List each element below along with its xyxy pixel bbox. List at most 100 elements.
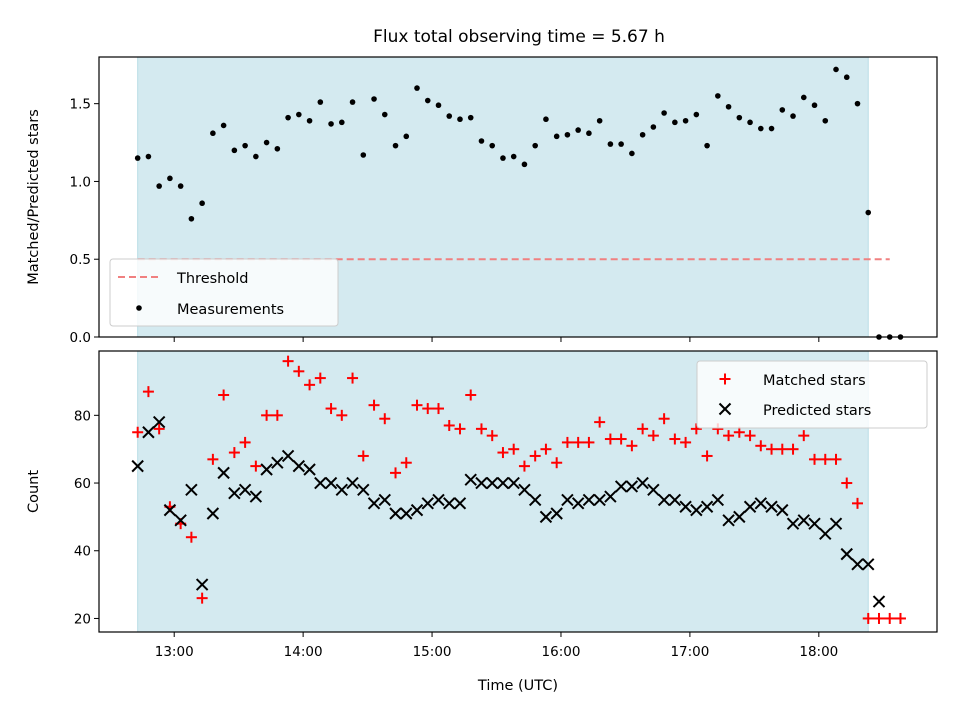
measurement-point [371,96,377,102]
predicted-point [486,476,499,490]
predicted-point [324,476,338,490]
predicted-point-b [700,500,714,513]
matched-point [551,457,563,469]
measurement-point [167,175,173,182]
predicted-point [238,483,252,497]
measurement-point [306,117,313,124]
measurement-point [467,114,474,121]
predicted-point [829,517,843,530]
matched-point [454,423,466,435]
bottom-legend-box [696,360,928,429]
legend-predicted-swatch [718,402,732,416]
predicted-point-b [679,500,692,513]
predicted-point [743,500,757,513]
predicted-point-b [786,517,800,530]
predicted-point [496,476,510,490]
matched-point [518,460,530,472]
predicted-point [582,493,596,507]
predicted-point [539,510,553,524]
bottom-axes-frame [98,350,938,633]
measurement-point [339,119,345,126]
predicted-point-b [851,558,864,571]
predicted-point [819,527,832,541]
measurement-point [564,131,571,138]
predicted-point-b [561,493,574,507]
predicted-point-b [550,507,563,520]
matched-point [658,413,670,425]
matched-point [647,430,659,442]
predicted-point-b [776,503,789,517]
measurement-point [575,127,581,133]
predicted-point [367,497,381,510]
predicted-point [217,466,230,480]
matched-point [809,453,821,465]
measurement-point [500,155,506,161]
legend-predicted-label: Predicted stars [763,403,871,419]
top-legend: Threshold Measurements [109,258,339,327]
predicted-point [346,476,359,490]
predicted-point [593,493,606,507]
predicted-point [410,503,424,517]
predicted-point-b [754,497,768,510]
measurement-point [758,125,764,132]
predicted-point-b [260,463,273,476]
predicted-point-b [389,507,402,520]
matched-point [594,416,606,428]
predicted-point-b [303,463,316,476]
predicted-point-b [131,459,144,473]
predicted-point [249,490,263,503]
legend-matched-label: Matched stars [763,373,866,389]
predicted-point-b [743,500,757,513]
predicted-point-b [797,514,810,527]
measurement-point [242,142,248,149]
predicted-point [776,503,789,517]
predicted-point-b [862,558,875,571]
matched-point [723,430,735,442]
bottom-ytick-label: 80 [74,408,91,424]
matched-point [604,433,616,445]
predicted-point [700,500,714,513]
matched-point [572,436,584,448]
predicted-point [131,459,144,473]
measurement-point [478,138,485,144]
predicted-point [292,459,306,473]
matched-point [819,453,831,465]
predicted-point [443,497,456,510]
predicted-point [679,500,692,513]
matched-point [669,433,681,445]
matched-point [701,450,713,462]
measurement-point [328,121,334,127]
predicted-point-b [281,449,295,463]
matched-point [637,423,649,435]
predicted-point [765,500,778,513]
predicted-point [786,517,800,530]
legend-measurements-swatch [136,305,142,311]
predicted-point [271,456,284,469]
bottom-panel: 20 40 60 80 13:00 14:00 15:00 16:00 17:00 18:00 Co… [26,350,938,694]
predicted-point-b [410,503,424,517]
predicted-point-b [195,578,209,591]
predicted-point-b [453,497,467,510]
top-ytick-label: 0.5 [70,252,91,268]
measurement-point [231,147,238,154]
predicted-point [206,507,220,520]
predicted-point-b [357,483,370,497]
predicted-point [335,483,349,497]
measurement-point [800,94,807,101]
matched-point [475,423,487,435]
measurement-point [532,142,538,149]
matched-point [207,453,219,465]
matched-point [755,440,767,452]
predicted-point [797,514,810,527]
measurement-point [489,142,496,149]
predicted-point [464,473,477,486]
measurement-point [188,215,195,222]
matched-point [400,457,412,469]
measurement-point [607,141,614,147]
predicted-point-b [378,493,391,507]
matched-point [766,443,778,455]
top-axes-frame [98,56,938,338]
predicted-point-b [185,483,198,497]
matched-point [744,430,756,442]
matched-point [465,389,477,401]
